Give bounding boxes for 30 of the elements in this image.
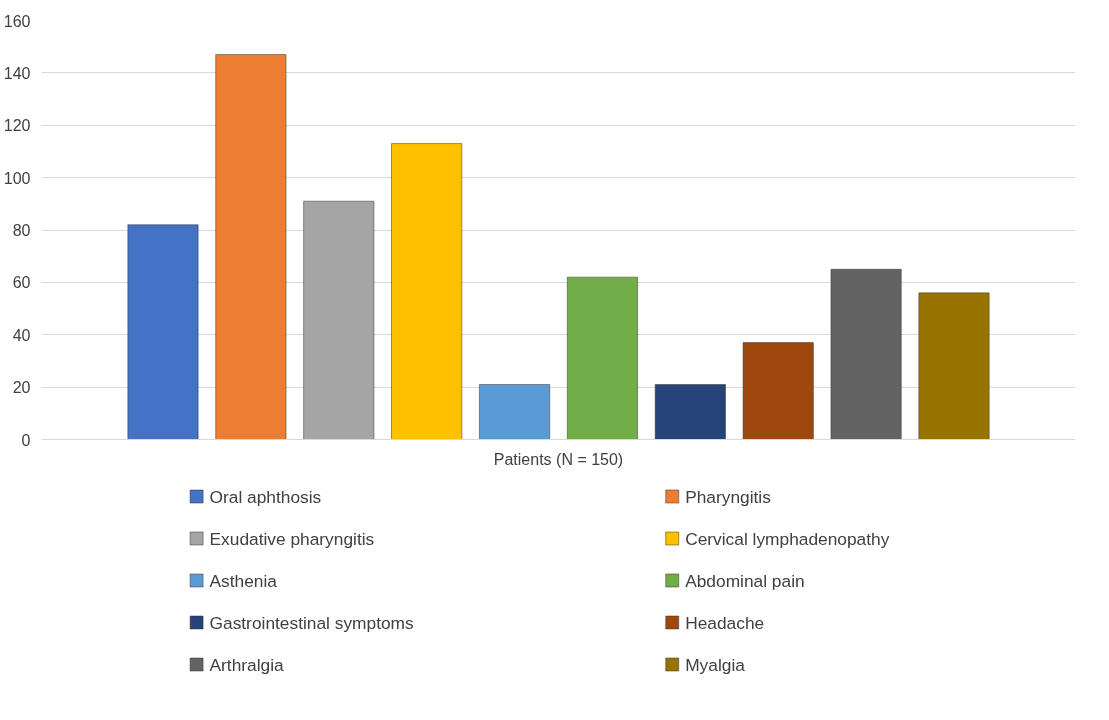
y-tick-label: 0 [21,431,31,449]
legend-label: Asthenia [209,570,278,591]
y-tick-label: 60 [12,274,31,292]
bar [567,276,638,440]
y-tick-label: 80 [12,222,31,239]
bar [391,143,463,440]
legend-label: Oral aphthosis [209,486,322,507]
legend-label: Abdominal pain [685,570,805,591]
bar [830,269,902,440]
y-tick-label: 160 [3,12,31,30]
bar [215,54,287,440]
bar [742,342,814,440]
y-tick-label: 140 [3,64,31,82]
legend-label: Exudative pharyngitis [209,528,375,549]
legend-label: Cervical lymphadenopathy [685,528,890,549]
bar [479,384,550,440]
x-tick-label: Patients (N = 150) [493,450,624,468]
bar [303,200,375,440]
legend-label: Pharyngitis [685,486,772,507]
y-tick-label: 20 [12,379,31,397]
bar [918,292,990,440]
legend-label: Gastrointestinal symptoms [209,612,415,633]
legend-label: Arthralgia [209,654,285,675]
y-tick-label: 100 [3,169,31,187]
y-tick-label: 120 [3,117,31,135]
bar [654,384,726,440]
y-tick-label: 40 [12,326,31,344]
legend-label: Headache [685,612,765,633]
legend-label: Myalgia [685,654,746,675]
bar [127,224,199,440]
